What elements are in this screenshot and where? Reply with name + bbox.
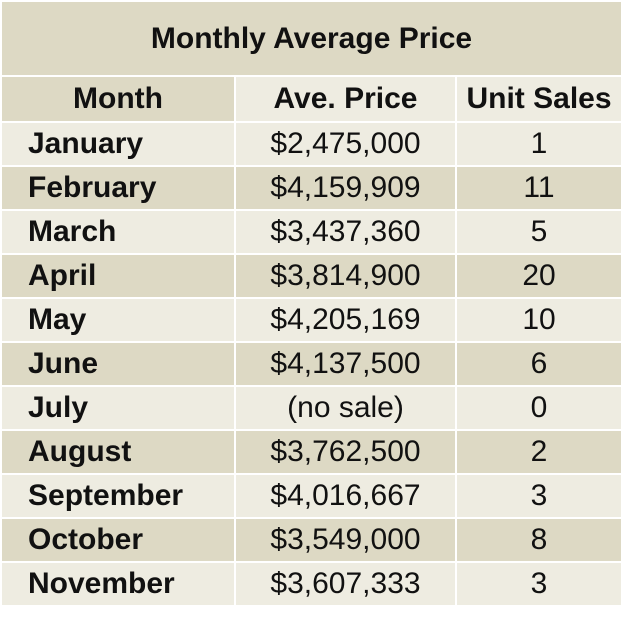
table-row: November $3,607,333 3: [0, 561, 621, 607]
table-title: Monthly Average Price: [0, 0, 621, 77]
sales-cell: 10: [454, 297, 621, 343]
header-row: Month Ave. Price Unit Sales: [0, 75, 621, 123]
price-cell: $2,475,000: [234, 121, 457, 167]
column-header-price: Ave. Price: [234, 75, 457, 123]
table-row: March $3,437,360 5: [0, 209, 621, 255]
table-row: September $4,016,667 3: [0, 473, 621, 519]
price-cell: $3,607,333: [234, 561, 457, 607]
price-cell: $4,016,667: [234, 473, 457, 519]
sales-cell: 8: [454, 517, 621, 563]
table-row: February $4,159,909 11: [0, 165, 621, 211]
price-cell: $4,137,500: [234, 341, 457, 387]
monthly-average-price-table: Monthly Average Price Month Ave. Price U…: [0, 0, 621, 607]
title-row: Monthly Average Price: [0, 0, 621, 77]
month-cell: November: [0, 561, 236, 607]
price-cell: $3,549,000: [234, 517, 457, 563]
price-cell: (no sale): [234, 385, 457, 431]
column-header-sales: Unit Sales: [454, 75, 621, 123]
sales-cell: 2: [454, 429, 621, 475]
table-row: August $3,762,500 2: [0, 429, 621, 475]
price-cell: $4,159,909: [234, 165, 457, 211]
price-cell: $3,814,900: [234, 253, 457, 299]
month-cell: September: [0, 473, 236, 519]
table-row: April $3,814,900 20: [0, 253, 621, 299]
table-row: January $2,475,000 1: [0, 121, 621, 167]
sales-cell: 3: [454, 561, 621, 607]
column-header-month: Month: [0, 75, 236, 123]
table-row: July (no sale) 0: [0, 385, 621, 431]
month-cell: July: [0, 385, 236, 431]
month-cell: March: [0, 209, 236, 255]
month-cell: January: [0, 121, 236, 167]
sales-cell: 5: [454, 209, 621, 255]
sales-cell: 3: [454, 473, 621, 519]
table-row: October $3,549,000 8: [0, 517, 621, 563]
sales-cell: 11: [454, 165, 621, 211]
price-cell: $3,762,500: [234, 429, 457, 475]
price-cell: $3,437,360: [234, 209, 457, 255]
sales-cell: 20: [454, 253, 621, 299]
table-row: May $4,205,169 10: [0, 297, 621, 343]
sales-cell: 6: [454, 341, 621, 387]
sales-cell: 1: [454, 121, 621, 167]
sales-cell: 0: [454, 385, 621, 431]
month-cell: October: [0, 517, 236, 563]
month-cell: April: [0, 253, 236, 299]
table-row: June $4,137,500 6: [0, 341, 621, 387]
price-cell: $4,205,169: [234, 297, 457, 343]
month-cell: February: [0, 165, 236, 211]
month-cell: August: [0, 429, 236, 475]
month-cell: May: [0, 297, 236, 343]
month-cell: June: [0, 341, 236, 387]
